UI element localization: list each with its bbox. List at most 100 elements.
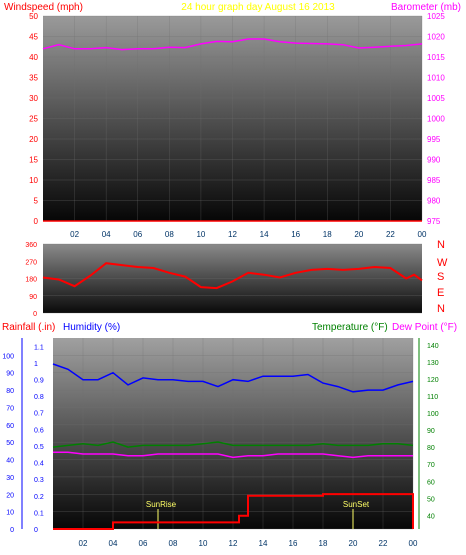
windspeed-tick-label: 0 xyxy=(34,217,39,226)
windspeed-tick-label: 25 xyxy=(29,115,38,124)
x-tick-label: 10 xyxy=(199,539,208,548)
windspeed-axis-label: Windspeed (mph) xyxy=(4,2,83,13)
humidity-tick-label: 90 xyxy=(6,371,14,378)
windspeed-tick-label: 45 xyxy=(29,33,38,42)
x-tick-label: 02 xyxy=(70,230,79,239)
humidity-tick-label: 60 xyxy=(6,423,14,430)
barometer-y-ticks: 975 980 985 990 995 1000 1005 1010 1015 1020 1025 xyxy=(427,12,445,226)
rain-tick-label: 0.5 xyxy=(34,444,44,451)
windspeed-tick-label: 30 xyxy=(29,94,38,103)
humidity-axis-label: Humidity (%) xyxy=(63,322,120,333)
temperature-line xyxy=(52,441,414,448)
temperature-tick-label: 100 xyxy=(427,411,439,418)
windspeed-tick-label: 15 xyxy=(29,156,38,165)
compass-label: N xyxy=(437,239,445,251)
x-tick-label: 12 xyxy=(228,230,237,239)
rain-y-ticks: 0 0.1 0.2 0.3 0.4 0.5 0.6 0.7 0.8 0.9 1 1.1 xyxy=(34,344,44,534)
rain-tick-label: 0.6 xyxy=(34,427,44,434)
dew-point-line xyxy=(53,451,413,459)
windspeed-tick-label: 5 xyxy=(34,197,39,206)
sun-marker-label: SunSet xyxy=(343,500,370,509)
humidity-tick-label: 20 xyxy=(6,492,14,499)
rain-humidity-x-ticks: 02 04 06 08 10 12 14 16 18 20 22 00 xyxy=(79,539,418,548)
x-tick-label: 04 xyxy=(109,539,118,548)
x-tick-label: 20 xyxy=(349,539,358,548)
humidity-tick-label: 100 xyxy=(2,353,14,360)
humidity-tick-label: 0 xyxy=(10,527,14,534)
compass-label: S xyxy=(437,271,444,283)
x-tick-label: 10 xyxy=(196,230,205,239)
windspeed-tick-label: 50 xyxy=(29,12,38,21)
humidity-tick-label: 10 xyxy=(6,510,14,517)
temperature-tick-label: 40 xyxy=(427,513,435,520)
x-tick-label: 08 xyxy=(169,539,178,548)
humidity-tick-label: 40 xyxy=(6,458,14,465)
windspeed-barometer-panel: Windspeed (mph) 24 hour graph day August… xyxy=(4,2,461,239)
rain-tick-label: 1 xyxy=(34,361,38,368)
direction-tick-label: 180 xyxy=(25,277,37,284)
temperature-tick-label: 90 xyxy=(427,428,435,435)
windspeed-tick-label: 35 xyxy=(29,74,38,83)
x-tick-label: 06 xyxy=(133,230,142,239)
x-tick-label: 16 xyxy=(291,230,300,239)
windspeed-tick-label: 10 xyxy=(29,176,38,185)
barometer-tick-label: 1015 xyxy=(427,53,445,62)
compass-label: N xyxy=(437,303,445,315)
barometer-tick-label: 1025 xyxy=(427,12,445,21)
temperature-axis-label: Temperature (°F) xyxy=(312,322,388,333)
barometer-tick-label: 1000 xyxy=(427,115,445,124)
humidity-tick-label: 80 xyxy=(6,388,14,395)
chart-title: 24 hour graph day August 16 2013 xyxy=(181,2,335,13)
x-tick-label: 18 xyxy=(323,230,332,239)
humidity-line xyxy=(52,363,414,393)
temperature-tick-label: 80 xyxy=(427,445,435,452)
x-tick-label: 22 xyxy=(379,539,388,548)
rain-tick-label: 0.4 xyxy=(34,461,44,468)
rain-tick-label: 0.1 xyxy=(34,510,44,517)
rain-tick-label: 0.2 xyxy=(34,494,44,501)
windspeed-y-ticks: 0 5 10 15 20 25 30 35 40 45 50 xyxy=(29,12,38,226)
rain-tick-label: 0.3 xyxy=(34,477,44,484)
x-tick-label: 14 xyxy=(259,539,268,548)
rain-tick-label: 0 xyxy=(34,527,38,534)
barometer-tick-label: 985 xyxy=(427,176,441,185)
temperature-y-ticks: 40 50 60 70 80 90 100 110 120 130 140 xyxy=(427,343,439,521)
x-tick-label: 06 xyxy=(139,539,148,548)
humidity-tick-label: 50 xyxy=(6,440,14,447)
x-tick-label: 00 xyxy=(409,539,418,548)
x-tick-label: 04 xyxy=(102,230,111,239)
x-tick-label: 00 xyxy=(418,230,427,239)
barometer-axis-label: Barometer (mb) xyxy=(391,2,461,13)
direction-tick-label: 90 xyxy=(29,294,37,301)
compass-label: E xyxy=(437,287,444,299)
wind-direction-y-ticks: 0 90 180 270 360 xyxy=(25,242,37,318)
rainfall-line xyxy=(53,493,414,530)
barometer-tick-label: 1005 xyxy=(427,94,445,103)
rain-humidity-temperature-panel: Rainfall (.in) Humidity (%) Temperature … xyxy=(2,322,457,548)
wind-direction-series xyxy=(42,262,423,290)
barometer-tick-label: 1010 xyxy=(427,74,445,83)
temperature-tick-label: 70 xyxy=(427,462,435,469)
barometer-tick-label: 995 xyxy=(427,135,441,144)
rain-tick-label: 0.8 xyxy=(34,394,44,401)
rain-tick-label: 0.7 xyxy=(34,411,44,418)
direction-tick-label: 360 xyxy=(25,242,37,249)
windspeed-tick-label: 20 xyxy=(29,135,38,144)
barometer-tick-label: 990 xyxy=(427,156,441,165)
barometer-tick-label: 975 xyxy=(427,217,441,226)
x-tick-label: 08 xyxy=(165,230,174,239)
temperature-tick-label: 60 xyxy=(427,479,435,486)
humidity-y-ticks: 0 10 20 30 40 50 60 70 80 90 100 xyxy=(2,353,14,534)
wind-direction-grid xyxy=(43,243,422,314)
x-tick-label: 16 xyxy=(289,539,298,548)
windspeed-series xyxy=(42,38,423,222)
rainfall-axis-label: Rainfall (.in) xyxy=(2,322,55,333)
windspeed-tick-label: 40 xyxy=(29,53,38,62)
barometer-tick-label: 980 xyxy=(427,197,441,206)
windspeed-x-ticks: 02 04 06 08 10 12 14 16 18 20 22 00 xyxy=(70,230,427,239)
temperature-tick-label: 130 xyxy=(427,360,439,367)
humidity-tick-label: 70 xyxy=(6,405,14,412)
